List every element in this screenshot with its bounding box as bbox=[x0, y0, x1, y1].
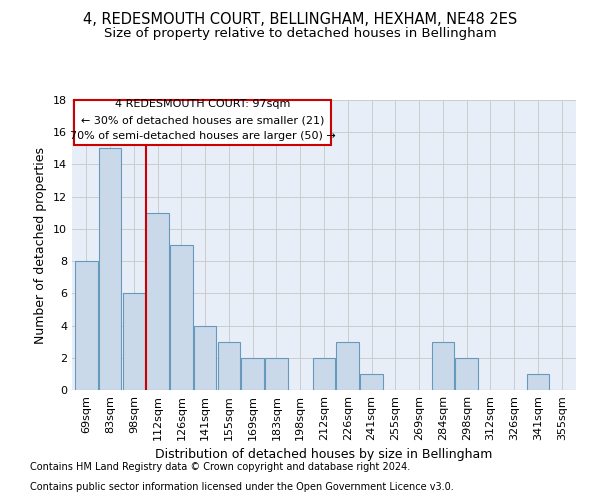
Text: ← 30% of detached houses are smaller (21): ← 30% of detached houses are smaller (21… bbox=[81, 115, 325, 125]
Bar bbox=[313, 358, 335, 390]
Text: 4 REDESMOUTH COURT: 97sqm: 4 REDESMOUTH COURT: 97sqm bbox=[115, 99, 290, 109]
Bar bbox=[99, 148, 121, 390]
Text: Contains public sector information licensed under the Open Government Licence v3: Contains public sector information licen… bbox=[30, 482, 454, 492]
Bar bbox=[170, 245, 193, 390]
Y-axis label: Number of detached properties: Number of detached properties bbox=[34, 146, 47, 344]
Text: 4, REDESMOUTH COURT, BELLINGHAM, HEXHAM, NE48 2ES: 4, REDESMOUTH COURT, BELLINGHAM, HEXHAM,… bbox=[83, 12, 517, 28]
Bar bbox=[194, 326, 217, 390]
Bar bbox=[431, 342, 454, 390]
Bar bbox=[360, 374, 383, 390]
Bar bbox=[241, 358, 264, 390]
Text: Contains HM Land Registry data © Crown copyright and database right 2024.: Contains HM Land Registry data © Crown c… bbox=[30, 462, 410, 472]
Bar bbox=[455, 358, 478, 390]
Bar bbox=[265, 358, 288, 390]
Bar bbox=[74, 100, 331, 145]
Text: 70% of semi-detached houses are larger (50) →: 70% of semi-detached houses are larger (… bbox=[70, 132, 335, 141]
Bar bbox=[527, 374, 549, 390]
Text: Size of property relative to detached houses in Bellingham: Size of property relative to detached ho… bbox=[104, 28, 496, 40]
Bar bbox=[337, 342, 359, 390]
Bar bbox=[146, 213, 169, 390]
X-axis label: Distribution of detached houses by size in Bellingham: Distribution of detached houses by size … bbox=[155, 448, 493, 462]
Bar bbox=[122, 294, 145, 390]
Bar bbox=[75, 261, 98, 390]
Bar bbox=[218, 342, 240, 390]
